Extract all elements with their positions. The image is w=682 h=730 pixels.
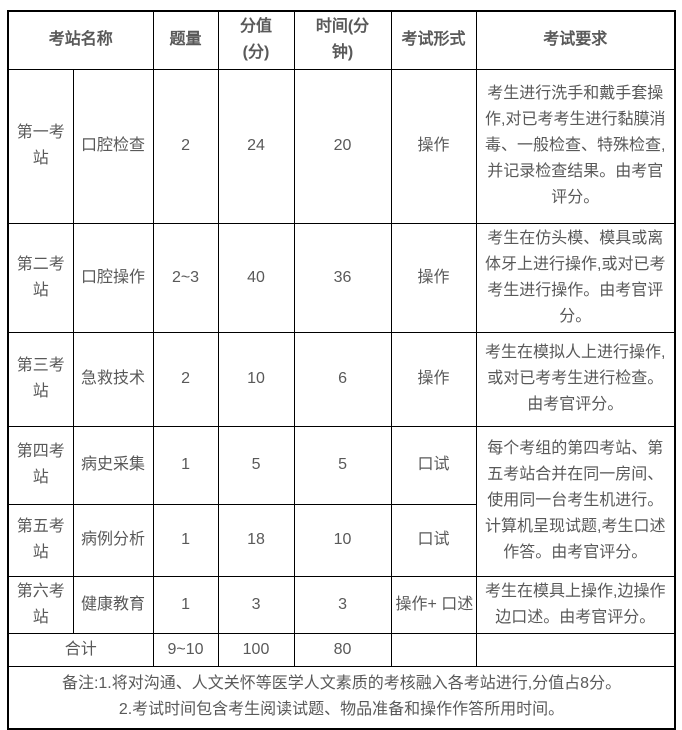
total-time-cell: 80 <box>293 632 392 667</box>
station-cell: 第六考站 <box>7 575 74 634</box>
subject-cell: 病例分析 <box>72 503 154 577</box>
questions-cell: 1 <box>152 575 219 634</box>
total-format-cell-empty <box>390 632 477 667</box>
note-line-2: 2.考试时间包含考生阅读试题、物品准备和操作作答所用时间。 <box>118 701 565 719</box>
score-cell: 10 <box>217 331 295 427</box>
requirements-cell: 考生在仿头模、模具或离体牙上进行操作,或对已考考生进行操作。由考官评分。 <box>475 222 676 333</box>
header-question-count: 题量 <box>152 10 219 70</box>
note-line-1: 备注:1.将对沟通、人文关怀等医学人文素质的考核融入各考站进行,分值占8分。 <box>61 675 622 693</box>
station-cell: 第二考站 <box>7 222 74 333</box>
header-row: 考站名称 题量 分值 (分) 时间(分 钟) 考试形式 考试要求 <box>7 10 676 70</box>
total-requirements-cell-empty <box>475 632 676 667</box>
total-questions-cell: 9~10 <box>152 632 219 667</box>
time-cell: 36 <box>293 222 392 333</box>
questions-cell: 2 <box>152 68 219 224</box>
subject-cell: 口腔操作 <box>72 222 154 333</box>
header-time-line1: 时间(分 <box>315 18 370 36</box>
requirements-cell: 考生在模拟人上进行操作,或对已考考生进行检查。由考官评分。 <box>475 331 676 427</box>
exam-stations-table: 考站名称 题量 分值 (分) 时间(分 钟) 考试形式 考试要求 第一考站 口腔… <box>7 10 677 730</box>
total-label-cell: 合计 <box>7 632 154 667</box>
header-score-line2: (分) <box>242 44 270 62</box>
header-exam-format: 考试形式 <box>390 10 477 70</box>
table-row-station-4: 第四考站 病史采集 1 5 5 口试 每个考组的第四考站、第五考站合并在同一房间… <box>7 425 676 577</box>
requirements-cell-merged: 每个考组的第四考站、第五考站合并在同一房间、使用同一台考生机进行。计算机呈现试题… <box>475 425 676 577</box>
subject-cell: 急救技术 <box>72 331 154 427</box>
time-cell: 3 <box>293 575 392 634</box>
score-cell: 40 <box>217 222 295 333</box>
total-row: 合计 9~10 100 80 <box>7 632 676 667</box>
score-cell: 24 <box>217 68 295 224</box>
questions-cell: 2 <box>152 331 219 427</box>
questions-cell: 1 <box>152 503 219 577</box>
notes-cell: 备注:1.将对沟通、人文关怀等医学人文素质的考核融入各考站进行,分值占8分。 2… <box>7 665 676 730</box>
format-cell: 操作+ 口述 <box>390 575 477 634</box>
station-cell: 第四考站 <box>7 425 74 505</box>
subject-cell: 病史采集 <box>72 425 154 505</box>
header-score: 分值 (分) <box>217 10 295 70</box>
table-row-station-6: 第六考站 健康教育 1 3 3 操作+ 口述 考生在模具上操作,边操作边口述。由… <box>7 575 676 634</box>
table-row-station-1: 第一考站 口腔检查 2 24 20 操作 考生进行洗手和戴手套操作,对已考考生进… <box>7 68 676 224</box>
header-exam-requirements: 考试要求 <box>475 10 676 70</box>
time-cell: 10 <box>293 503 392 577</box>
format-cell: 操作 <box>390 68 477 224</box>
total-score-cell: 100 <box>217 632 295 667</box>
station-cell: 第一考站 <box>7 68 74 224</box>
header-time: 时间(分 钟) <box>293 10 392 70</box>
requirements-cell: 考生进行洗手和戴手套操作,对已考考生进行黏膜消毒、一般检查、特殊检查,并记录检查… <box>475 68 676 224</box>
format-cell: 操作 <box>390 222 477 333</box>
table-row-station-2: 第二考站 口腔操作 2~3 40 36 操作 考生在仿头模、模具或离体牙上进行操… <box>7 222 676 333</box>
score-cell: 5 <box>217 425 295 505</box>
station-cell: 第三考站 <box>7 331 74 427</box>
requirements-cell: 考生在模具上操作,边操作边口述。由考官评分。 <box>475 575 676 634</box>
questions-cell: 2~3 <box>152 222 219 333</box>
header-station-name: 考站名称 <box>7 10 154 70</box>
format-cell: 操作 <box>390 331 477 427</box>
questions-cell: 1 <box>152 425 219 505</box>
header-time-line2: 钟) <box>331 44 354 62</box>
score-cell: 3 <box>217 575 295 634</box>
score-cell: 18 <box>217 503 295 577</box>
time-cell: 20 <box>293 68 392 224</box>
table-row-station-5: 第五考站 病例分析 1 18 10 口试 <box>7 503 675 577</box>
format-cell: 口试 <box>390 425 477 505</box>
station-cell: 第五考站 <box>7 503 74 577</box>
notes-row: 备注:1.将对沟通、人文关怀等医学人文素质的考核融入各考站进行,分值占8分。 2… <box>7 665 676 730</box>
subject-cell: 口腔检查 <box>72 68 154 224</box>
subject-cell: 健康教育 <box>72 575 154 634</box>
time-cell: 5 <box>293 425 392 505</box>
time-cell: 6 <box>293 331 392 427</box>
header-score-line1: 分值 <box>240 18 273 36</box>
format-cell: 口试 <box>390 503 477 577</box>
table-row-station-3: 第三考站 急救技术 2 10 6 操作 考生在模拟人上进行操作,或对已考考生进行… <box>7 331 676 427</box>
